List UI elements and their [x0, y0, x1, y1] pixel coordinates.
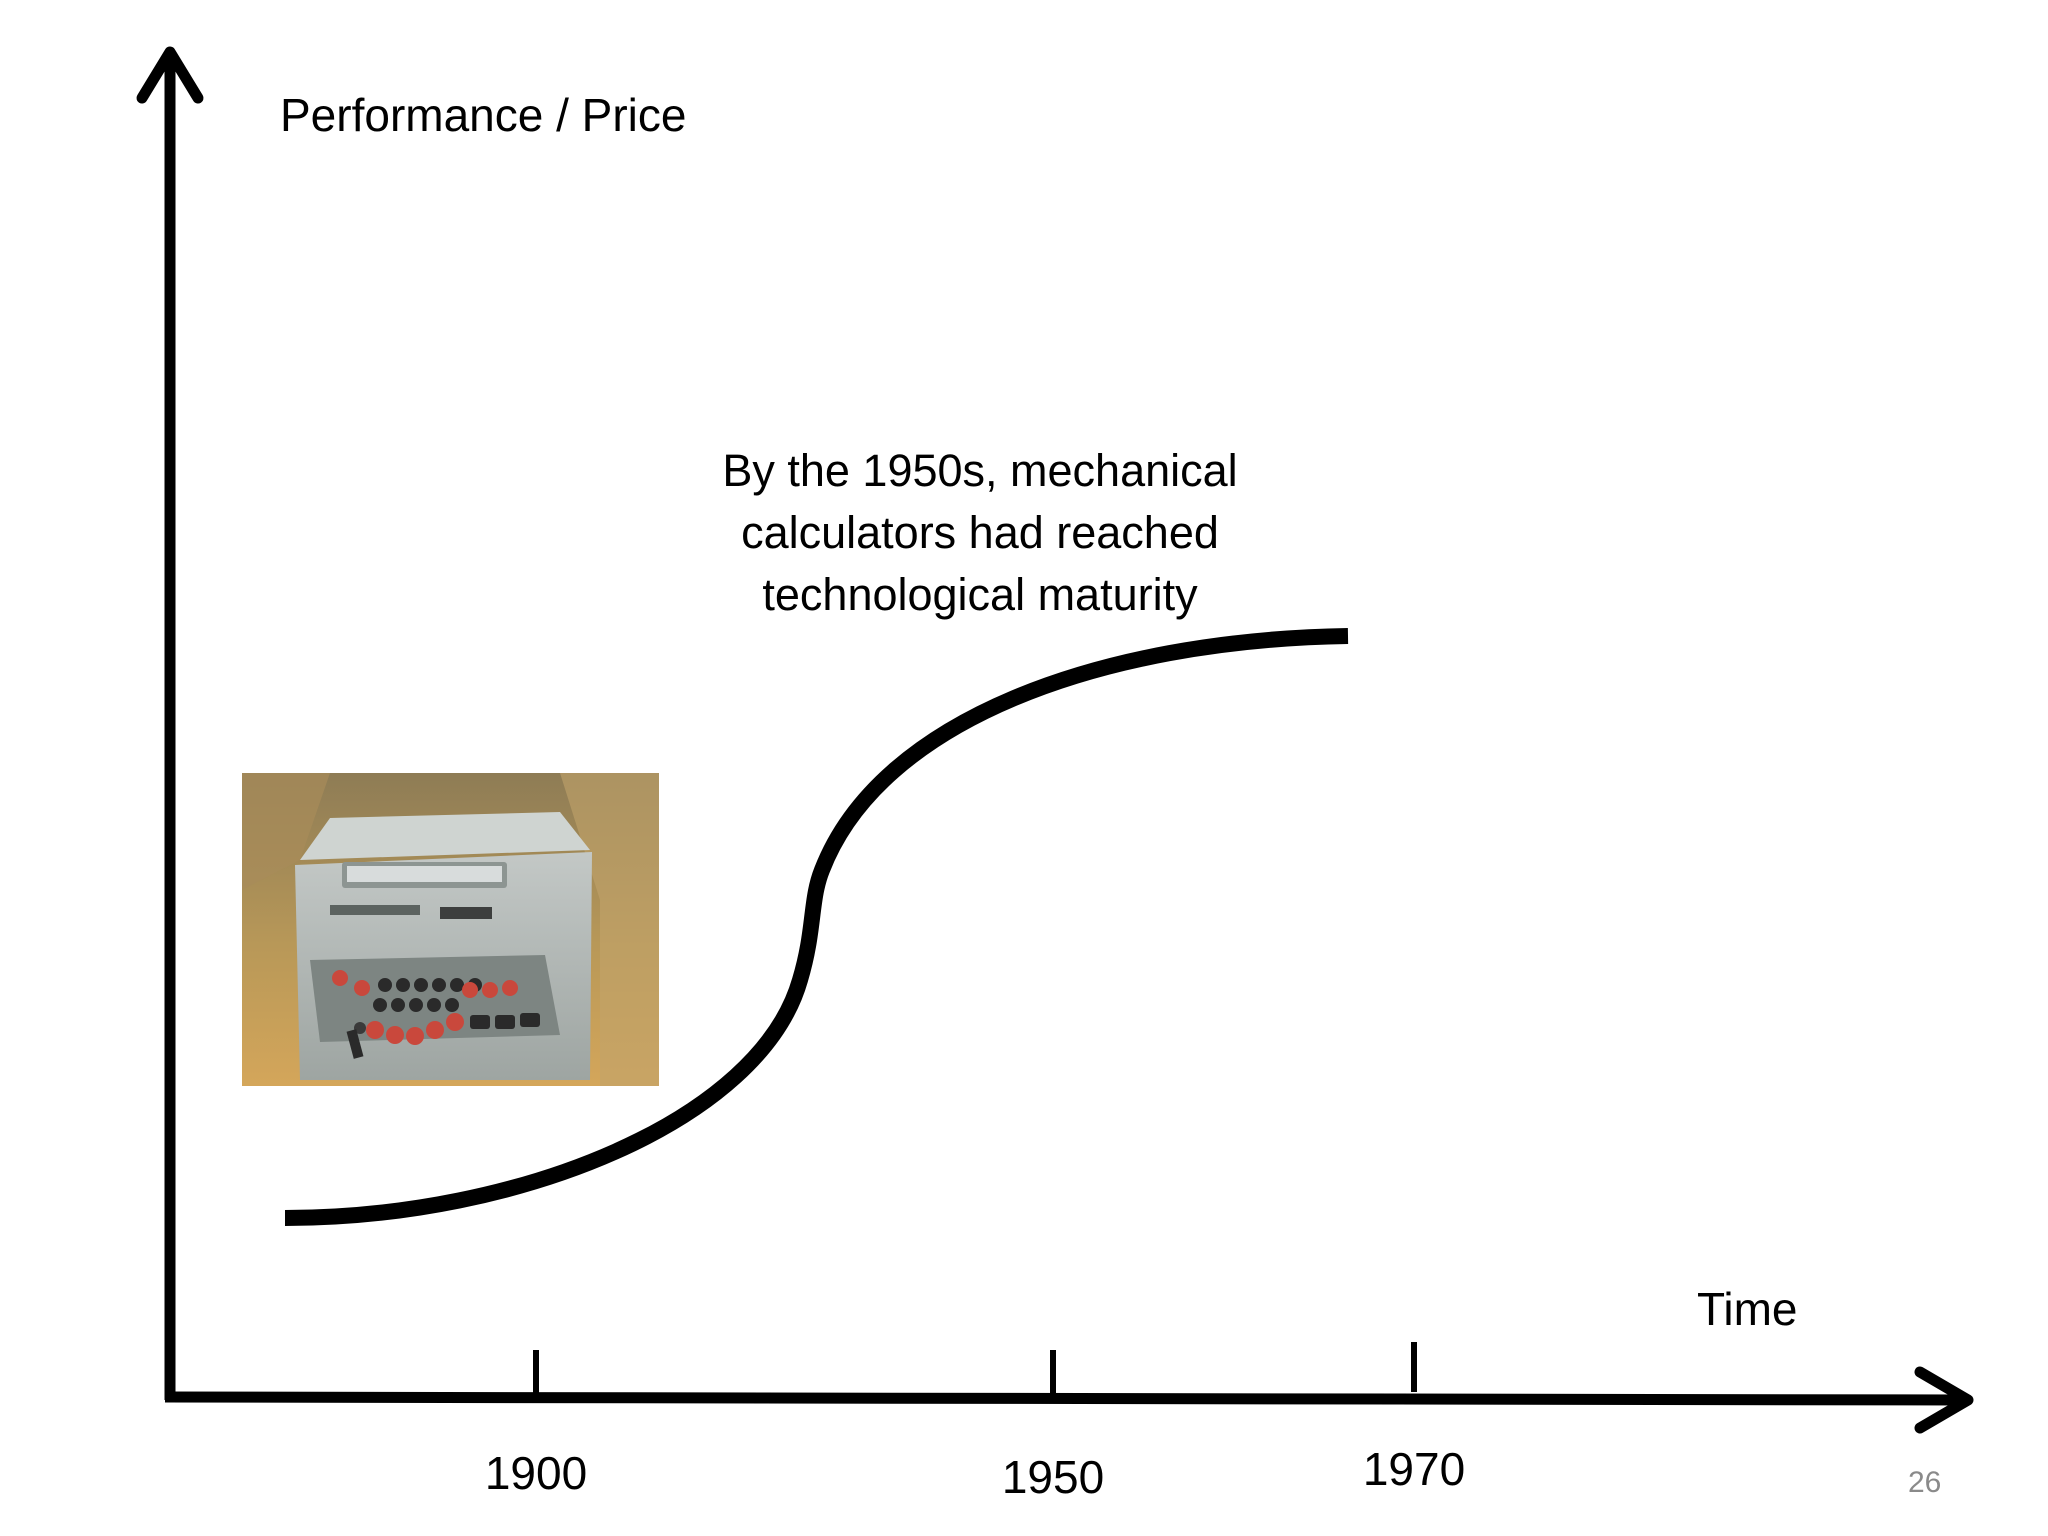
page-number: 26 [1908, 1466, 1942, 1499]
tick-label-1900: 1900 [484, 1447, 588, 1499]
annotation-line-3: technological maturity [762, 569, 1198, 620]
tick-label-1970: 1970 [1362, 1443, 1466, 1495]
tick-label-1950: 1950 [1001, 1451, 1105, 1503]
s-curve-line [284, 628, 1349, 1226]
y-axis-label: Performance / Price [280, 89, 687, 141]
y-axis-arrowhead [136, 46, 204, 104]
calculator-photo [242, 773, 659, 1086]
annotation-text: By the 1950s, mechanical calculators had… [690, 440, 1270, 626]
annotation-line-1: By the 1950s, mechanical [722, 445, 1238, 496]
x-axis-line [164, 1391, 1966, 1406]
x-axis-arrowhead [1914, 1366, 1974, 1434]
annotation-line-2: calculators had reached [741, 507, 1219, 558]
x-axis-label: Time [1697, 1283, 1798, 1335]
